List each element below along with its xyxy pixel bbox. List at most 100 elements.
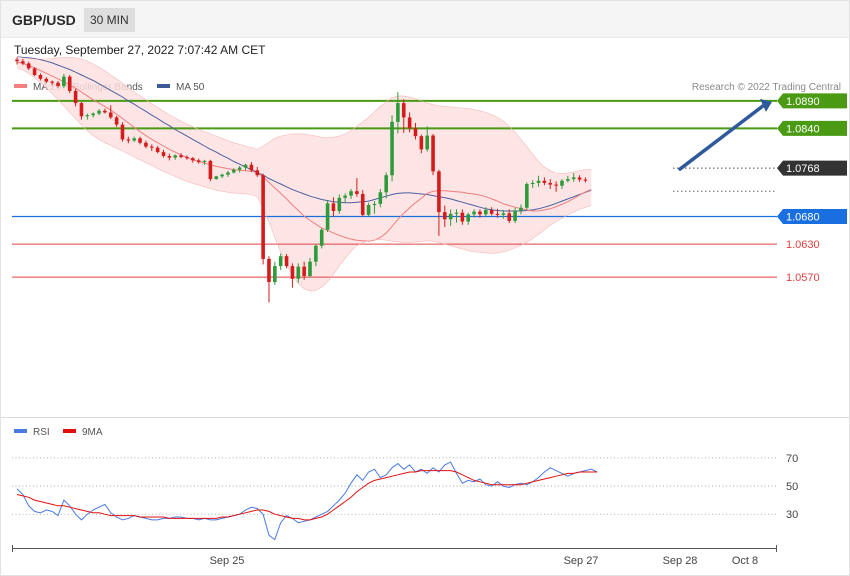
candle (79, 101, 84, 120)
level-tag-1.0890: 1.0890 (777, 93, 847, 109)
candle-body (396, 103, 400, 122)
candle (548, 179, 553, 189)
candle-body (577, 177, 582, 180)
level-tag-1.0840: 1.0840 (777, 120, 847, 136)
candle (372, 201, 377, 214)
candle-body (214, 176, 219, 180)
candle (349, 189, 353, 199)
level-tag-1.0768: 1.0768 (777, 160, 847, 176)
candle-body (319, 229, 324, 246)
candle-body (560, 180, 564, 186)
candle (454, 209, 459, 223)
candle-body (525, 184, 529, 208)
legend-swatch-9ma (63, 429, 76, 434)
candle (103, 108, 107, 114)
candle (489, 207, 494, 216)
candle-body (495, 213, 500, 215)
candle-body (308, 261, 312, 277)
candle (173, 154, 178, 160)
legend-swatch-ma20 (14, 84, 27, 89)
candle (255, 166, 260, 177)
candle (384, 172, 388, 199)
candle (155, 146, 160, 154)
candle (144, 140, 148, 149)
level-tag-1.0680: 1.0680 (777, 209, 847, 225)
candle-body (208, 160, 213, 180)
candle (208, 159, 213, 182)
candle-body (413, 128, 418, 137)
candle-body (337, 197, 342, 212)
candle (267, 256, 271, 303)
rsi-tick-label-50: 50 (786, 481, 798, 493)
candle-body (290, 266, 295, 279)
candle (15, 57, 19, 65)
candle (337, 194, 342, 214)
ma50-line (16, 56, 592, 212)
candle (466, 212, 471, 225)
candle (185, 155, 189, 160)
candle-body (62, 76, 66, 87)
candle (507, 209, 512, 224)
candle-body (103, 110, 107, 113)
candle-body (355, 191, 359, 194)
candle (542, 177, 547, 186)
rsi-tick-label-70: 70 (786, 453, 798, 465)
candle-body (261, 175, 265, 259)
candle (26, 61, 31, 71)
candle (442, 205, 447, 227)
candle (290, 263, 295, 288)
candle (21, 59, 25, 66)
candle (214, 175, 219, 180)
candle-body (583, 179, 588, 181)
x-tick-label: Sep 28 (663, 555, 698, 567)
candle (536, 175, 541, 187)
candle (448, 209, 453, 226)
candle-body (144, 142, 148, 147)
candle (519, 204, 523, 215)
candle (120, 122, 125, 142)
candle (577, 175, 582, 182)
candle-body (566, 179, 570, 181)
candle (401, 99, 406, 133)
candle-body (243, 164, 248, 168)
candle (319, 228, 324, 249)
x-tick-label: Oct 8 (732, 555, 758, 567)
candle (296, 263, 301, 283)
candle-body (448, 213, 453, 220)
candle-body (196, 160, 201, 163)
candle-body (97, 110, 101, 114)
candle (425, 126, 429, 152)
candle-body (26, 63, 31, 69)
candle-body (489, 209, 494, 214)
candle (460, 209, 465, 225)
candle (437, 169, 441, 236)
candle (413, 122, 418, 140)
candle (226, 170, 230, 177)
candle-body (513, 210, 517, 221)
candle-body (343, 195, 347, 198)
candle (525, 182, 529, 210)
candle-body (173, 155, 178, 158)
candle (501, 209, 506, 219)
candle-body (478, 211, 482, 215)
candle-body (91, 113, 95, 116)
candle (44, 77, 49, 84)
candle (331, 197, 336, 217)
legend-label-rsi: RSI (33, 427, 50, 438)
timeframe-button[interactable]: 30 MIN (84, 8, 135, 32)
candle (179, 153, 183, 159)
legend-label-ma50: MA 50 (176, 82, 205, 93)
candle (220, 173, 224, 178)
candle (91, 112, 95, 118)
candle (343, 193, 347, 203)
timestamp: Tuesday, September 27, 2022 7:07:42 AM C… (14, 43, 266, 57)
candle-body (325, 203, 330, 230)
candle-body (232, 169, 236, 173)
candle-body (185, 157, 189, 159)
candle-body (226, 172, 230, 175)
candle-body (255, 170, 260, 176)
candle-body (302, 266, 306, 277)
bb-upper-line (16, 56, 592, 174)
x-tick-label: Sep 27 (564, 555, 599, 567)
